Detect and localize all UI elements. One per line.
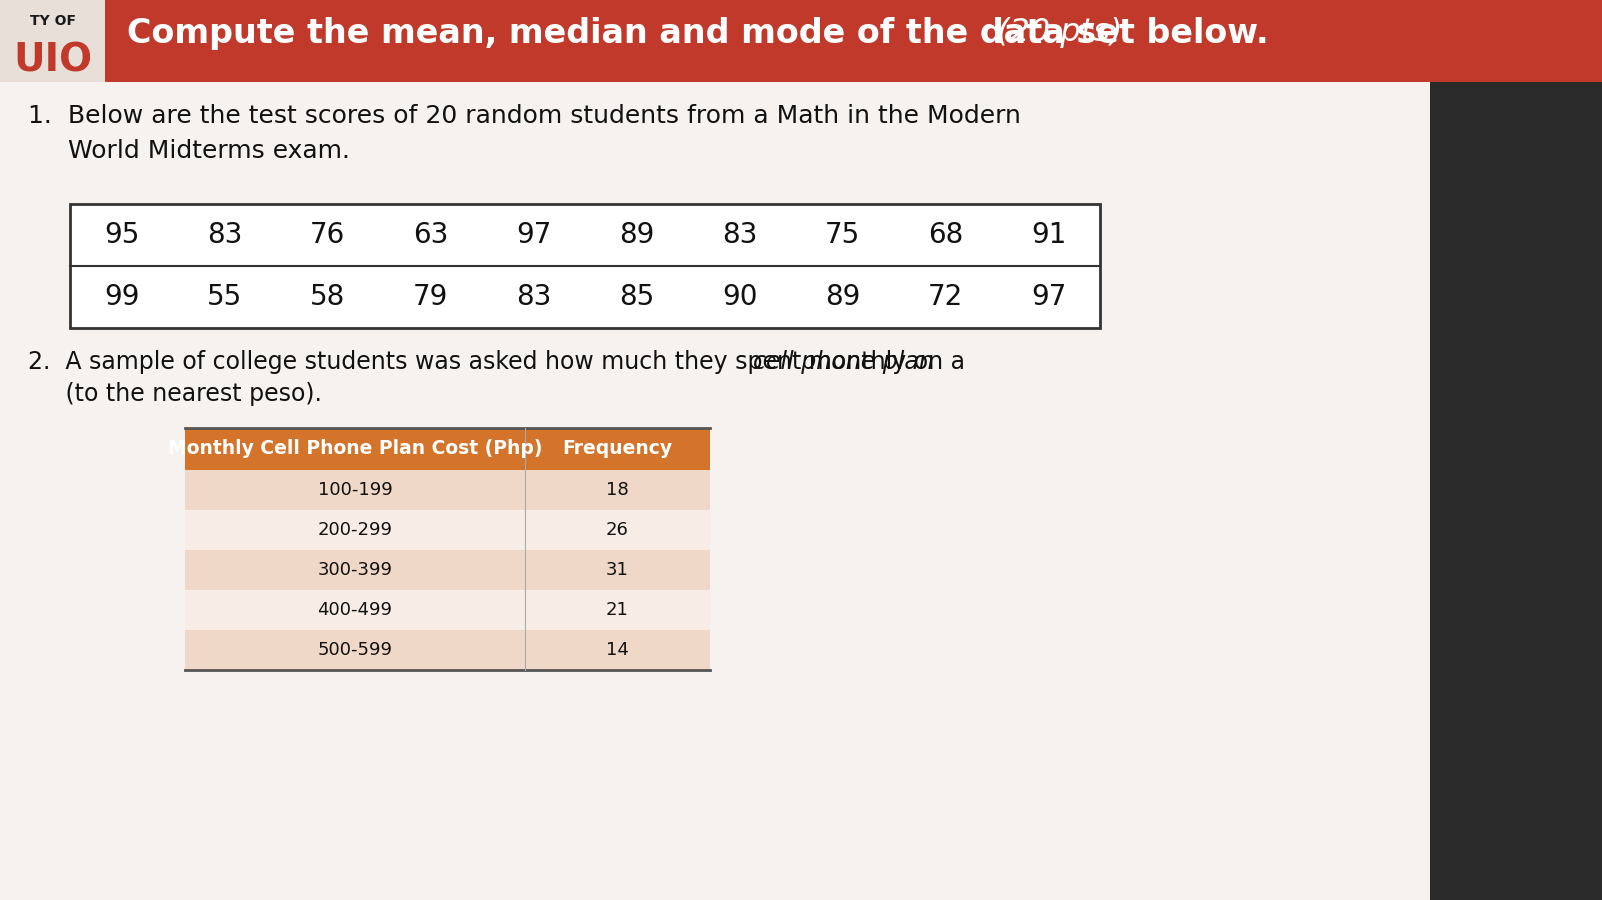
Text: 31: 31 [606,561,630,579]
Text: 91: 91 [1030,221,1067,249]
FancyBboxPatch shape [184,470,525,510]
Text: cell phone plan: cell phone plan [753,350,934,374]
FancyBboxPatch shape [0,0,1431,900]
Text: 68: 68 [928,221,963,249]
FancyBboxPatch shape [0,82,1431,900]
Text: 400-499: 400-499 [317,601,392,619]
FancyBboxPatch shape [525,630,710,670]
Text: 18: 18 [606,481,630,499]
Text: UIO: UIO [13,42,91,80]
Text: 200-299: 200-299 [317,521,392,539]
Text: 89: 89 [618,221,654,249]
FancyBboxPatch shape [525,550,710,590]
FancyBboxPatch shape [525,590,710,630]
FancyBboxPatch shape [0,0,106,82]
Text: 55: 55 [207,283,242,311]
Text: 75: 75 [825,221,860,249]
Text: 300-399: 300-399 [317,561,392,579]
Text: 1.  Below are the test scores of 20 random students from a Math in the Modern: 1. Below are the test scores of 20 rando… [27,104,1020,128]
FancyBboxPatch shape [184,590,525,630]
FancyBboxPatch shape [184,428,525,470]
Text: 2.  A sample of college students was asked how much they spent monthly on a: 2. A sample of college students was aske… [27,350,972,374]
Text: TY OF: TY OF [29,14,75,28]
Text: 14: 14 [606,641,630,659]
Text: 97: 97 [516,221,551,249]
Text: 89: 89 [825,283,860,311]
FancyBboxPatch shape [184,630,525,670]
Text: 100-199: 100-199 [317,481,392,499]
FancyBboxPatch shape [1431,0,1602,900]
Text: Compute the mean, median and mode of the data set below.: Compute the mean, median and mode of the… [127,17,1280,50]
Text: 97: 97 [1030,283,1067,311]
FancyBboxPatch shape [106,0,1602,82]
Text: World Midterms exam.: World Midterms exam. [27,139,349,163]
Text: (20 pts): (20 pts) [996,17,1123,48]
FancyBboxPatch shape [525,510,710,550]
Text: (to the nearest peso).: (to the nearest peso). [27,382,322,406]
FancyBboxPatch shape [70,204,1101,328]
Text: 21: 21 [606,601,630,619]
Text: 26: 26 [606,521,630,539]
FancyBboxPatch shape [525,470,710,510]
Text: Monthly Cell Phone Plan Cost (Php): Monthly Cell Phone Plan Cost (Php) [168,439,541,458]
Text: 58: 58 [309,283,344,311]
FancyBboxPatch shape [184,550,525,590]
Text: 85: 85 [618,283,654,311]
Text: 83: 83 [207,221,242,249]
Text: 99: 99 [104,283,139,311]
Text: 90: 90 [723,283,758,311]
Text: 95: 95 [104,221,139,249]
Text: 72: 72 [928,283,963,311]
Text: Frequency: Frequency [562,439,673,458]
FancyBboxPatch shape [525,428,710,470]
Text: 500-599: 500-599 [317,641,392,659]
FancyBboxPatch shape [184,510,525,550]
Text: 79: 79 [413,283,449,311]
Text: 76: 76 [309,221,344,249]
Text: 83: 83 [516,283,551,311]
Text: 83: 83 [723,221,758,249]
Text: 63: 63 [413,221,449,249]
